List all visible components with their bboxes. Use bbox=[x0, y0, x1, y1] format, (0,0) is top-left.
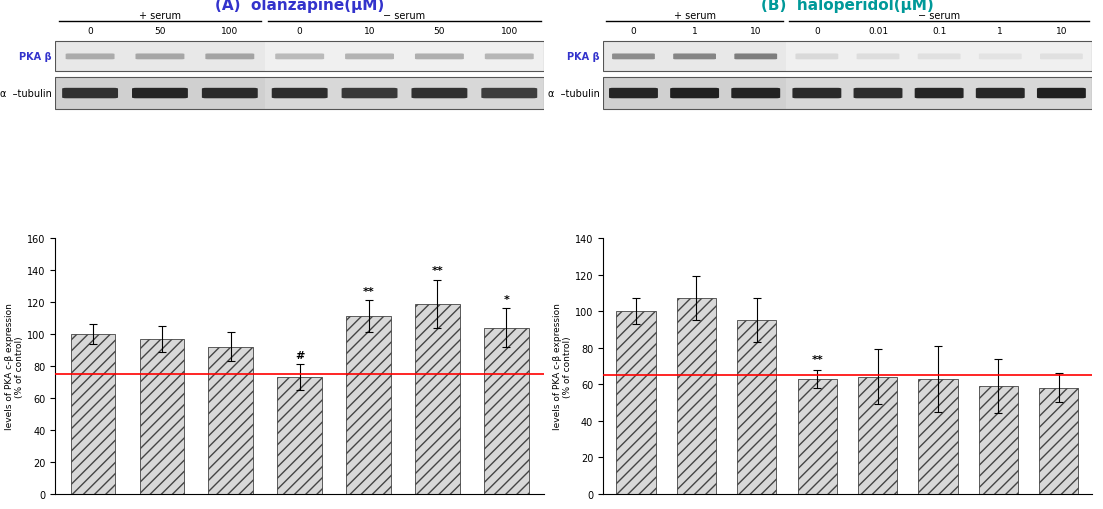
Bar bbox=[919, 379, 957, 494]
Text: 0.1: 0.1 bbox=[932, 27, 946, 36]
Bar bbox=[265, 42, 544, 72]
Text: **: ** bbox=[363, 286, 374, 296]
FancyBboxPatch shape bbox=[342, 89, 397, 99]
FancyBboxPatch shape bbox=[1037, 89, 1085, 99]
Text: 1: 1 bbox=[997, 27, 1003, 36]
Bar bbox=[55, 42, 265, 72]
Text: 100: 100 bbox=[501, 27, 518, 36]
Text: 0.01: 0.01 bbox=[868, 27, 888, 36]
FancyBboxPatch shape bbox=[735, 54, 778, 60]
FancyBboxPatch shape bbox=[854, 89, 902, 99]
Text: 10: 10 bbox=[1056, 27, 1068, 36]
FancyBboxPatch shape bbox=[136, 54, 184, 60]
FancyBboxPatch shape bbox=[271, 89, 328, 99]
Bar bbox=[265, 77, 544, 110]
Bar bbox=[1039, 388, 1079, 494]
Title: (A)  olanzapine(μM): (A) olanzapine(μM) bbox=[215, 0, 384, 13]
Bar bbox=[786, 77, 1092, 110]
Text: 50: 50 bbox=[154, 27, 165, 36]
FancyBboxPatch shape bbox=[731, 89, 780, 99]
Text: + serum: + serum bbox=[674, 11, 716, 21]
FancyBboxPatch shape bbox=[62, 89, 118, 99]
Text: − serum: − serum bbox=[918, 11, 961, 21]
Text: #: # bbox=[295, 350, 304, 360]
Text: 0: 0 bbox=[297, 27, 302, 36]
FancyBboxPatch shape bbox=[1040, 54, 1083, 60]
FancyBboxPatch shape bbox=[202, 89, 258, 99]
Text: **: ** bbox=[431, 265, 443, 275]
FancyBboxPatch shape bbox=[66, 54, 115, 60]
Bar bbox=[208, 347, 254, 494]
Bar bbox=[140, 339, 184, 494]
FancyBboxPatch shape bbox=[914, 89, 964, 99]
Text: **: ** bbox=[812, 354, 823, 364]
FancyBboxPatch shape bbox=[132, 89, 188, 99]
FancyBboxPatch shape bbox=[795, 54, 838, 60]
FancyBboxPatch shape bbox=[415, 54, 464, 60]
Bar bbox=[978, 386, 1018, 494]
FancyBboxPatch shape bbox=[978, 54, 1021, 60]
Bar bbox=[797, 379, 837, 494]
Bar bbox=[55, 42, 544, 72]
Bar bbox=[277, 377, 322, 494]
FancyBboxPatch shape bbox=[857, 54, 899, 60]
FancyBboxPatch shape bbox=[792, 89, 842, 99]
Y-axis label: levels of PKA c-β expression
(% of control): levels of PKA c-β expression (% of contr… bbox=[553, 303, 571, 430]
FancyBboxPatch shape bbox=[976, 89, 1025, 99]
Text: 0: 0 bbox=[631, 27, 636, 36]
Bar bbox=[55, 77, 544, 110]
Text: + serum: + serum bbox=[139, 11, 181, 21]
Bar bbox=[71, 334, 116, 494]
Text: 1: 1 bbox=[692, 27, 697, 36]
Text: 100: 100 bbox=[222, 27, 238, 36]
Bar bbox=[603, 42, 786, 72]
Y-axis label: levels of PKA c-β expression
(% of control): levels of PKA c-β expression (% of contr… bbox=[4, 303, 24, 430]
Bar bbox=[677, 299, 716, 494]
FancyBboxPatch shape bbox=[481, 89, 537, 99]
FancyBboxPatch shape bbox=[276, 54, 324, 60]
Text: PKA β: PKA β bbox=[567, 52, 600, 62]
Text: − serum: − serum bbox=[384, 11, 426, 21]
Bar bbox=[603, 77, 786, 110]
FancyBboxPatch shape bbox=[205, 54, 255, 60]
Bar bbox=[484, 328, 528, 494]
Text: *: * bbox=[503, 294, 510, 304]
Bar bbox=[858, 377, 897, 494]
FancyBboxPatch shape bbox=[612, 54, 655, 60]
Bar bbox=[55, 77, 265, 110]
Bar bbox=[415, 304, 460, 494]
FancyBboxPatch shape bbox=[609, 89, 657, 99]
Title: (B)  haloperidol(μM): (B) haloperidol(μM) bbox=[761, 0, 934, 13]
FancyBboxPatch shape bbox=[671, 89, 719, 99]
Text: 0: 0 bbox=[814, 27, 820, 36]
FancyBboxPatch shape bbox=[411, 89, 468, 99]
Text: PKA β: PKA β bbox=[19, 52, 52, 62]
FancyBboxPatch shape bbox=[485, 54, 534, 60]
Bar bbox=[617, 312, 656, 494]
FancyBboxPatch shape bbox=[918, 54, 961, 60]
Bar bbox=[737, 321, 777, 494]
Text: 10: 10 bbox=[364, 27, 375, 36]
Text: 50: 50 bbox=[433, 27, 446, 36]
Bar bbox=[603, 77, 1092, 110]
Text: α  –tubulin: α –tubulin bbox=[0, 89, 52, 99]
Bar bbox=[346, 317, 390, 494]
FancyBboxPatch shape bbox=[673, 54, 716, 60]
FancyBboxPatch shape bbox=[345, 54, 394, 60]
Text: α  –tubulin: α –tubulin bbox=[548, 89, 600, 99]
Text: 0: 0 bbox=[87, 27, 93, 36]
Text: 10: 10 bbox=[750, 27, 761, 36]
Bar bbox=[786, 42, 1092, 72]
Bar bbox=[603, 42, 1092, 72]
